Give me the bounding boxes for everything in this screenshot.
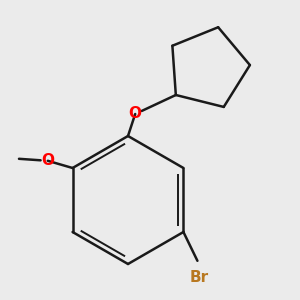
Text: Br: Br	[190, 270, 209, 285]
Text: O: O	[129, 106, 142, 122]
Text: O: O	[41, 153, 54, 168]
